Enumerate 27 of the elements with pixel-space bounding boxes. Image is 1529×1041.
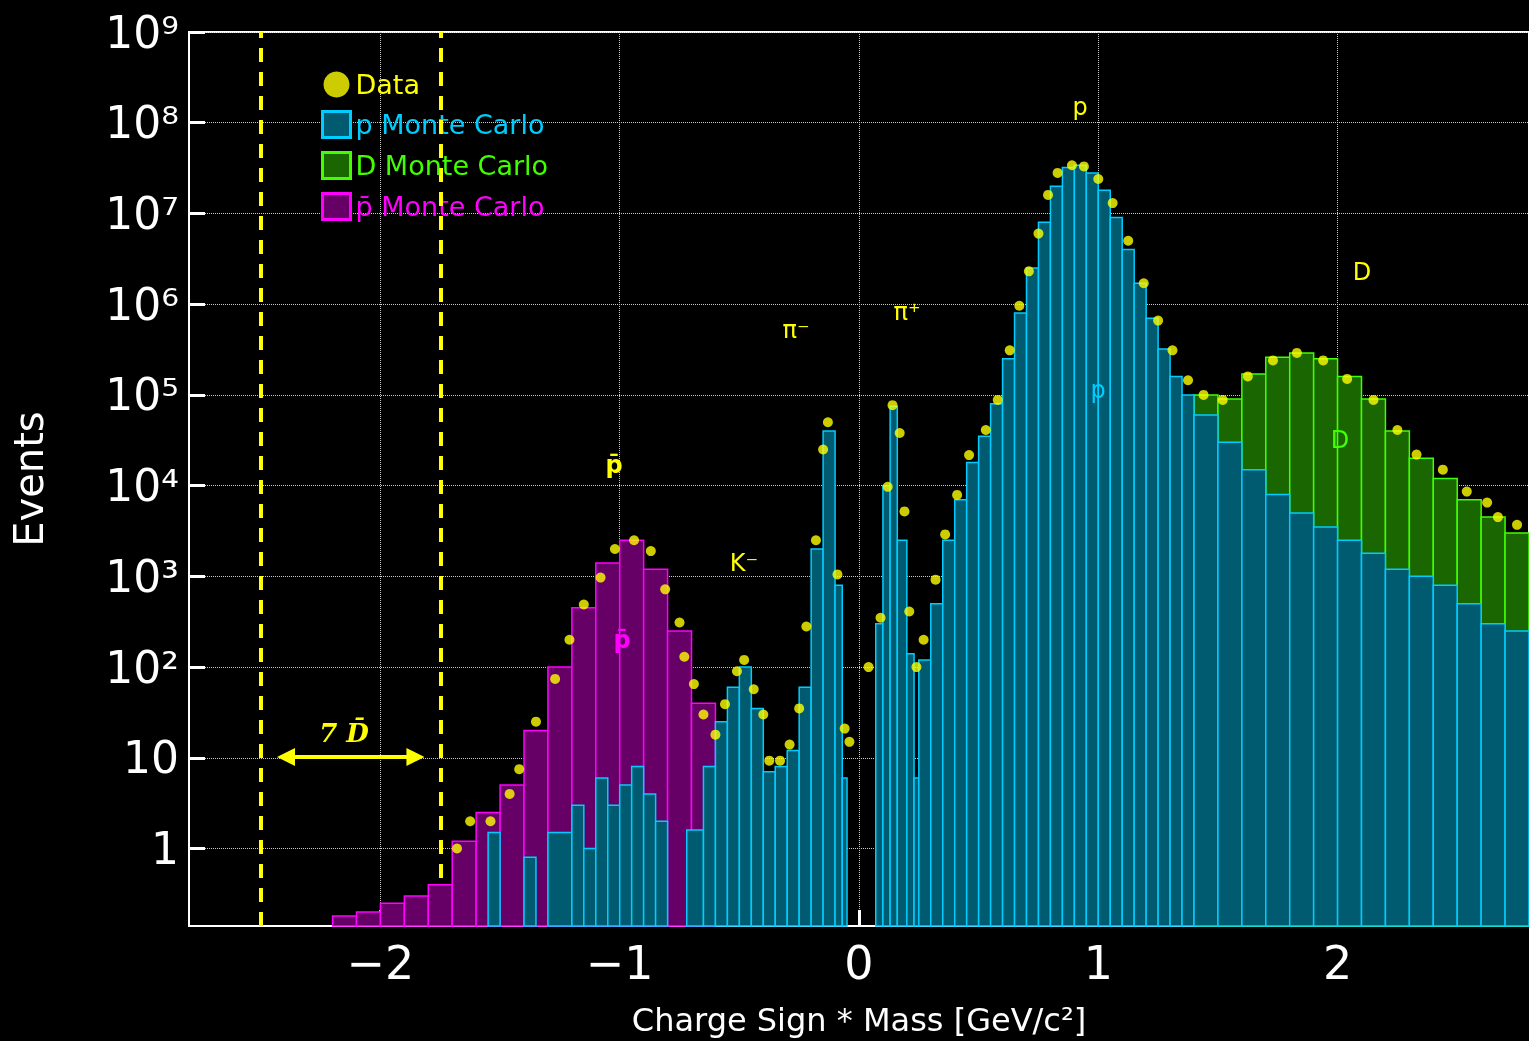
y-tick-label: 10³ <box>105 550 179 602</box>
legend-label: D Monte Carlo <box>355 150 549 181</box>
y-tick-label: 10⁶ <box>105 278 179 330</box>
x-tick-label: 0 <box>844 936 874 990</box>
annotation: p <box>1072 93 1088 121</box>
y-tick-label: 10⁹ <box>105 6 179 58</box>
annotation: D <box>1352 258 1372 286</box>
annotation: K⁻ <box>729 549 759 577</box>
x-tick-label: −1 <box>585 936 654 990</box>
y-tick-label: 10 <box>123 732 179 784</box>
y-tick-label: 1 <box>151 823 179 875</box>
y-tick-label: 10⁸ <box>105 97 179 149</box>
annotation: 7 D̄ <box>319 717 370 748</box>
y-tick-label: 10² <box>105 641 179 693</box>
legend-label: p̄ Monte Carlo <box>355 191 545 222</box>
x-tick-label: 2 <box>1322 936 1353 990</box>
x-tick-label: 1 <box>1083 936 1113 990</box>
x-tick-label: −2 <box>346 936 415 990</box>
y-tick-label: 10⁵ <box>105 369 179 421</box>
y-axis-title: Events <box>6 411 52 547</box>
y-tick-label: 10⁷ <box>105 187 179 239</box>
legend-label: Data <box>355 69 420 100</box>
x-axis-title: Charge Sign * Mass [GeV/c²] <box>631 1001 1087 1039</box>
annotation: π⁺ <box>893 298 921 326</box>
annotation: p̄ <box>605 451 623 479</box>
annotation: π⁻ <box>782 316 810 344</box>
y-tick-label: 10⁴ <box>105 460 179 512</box>
